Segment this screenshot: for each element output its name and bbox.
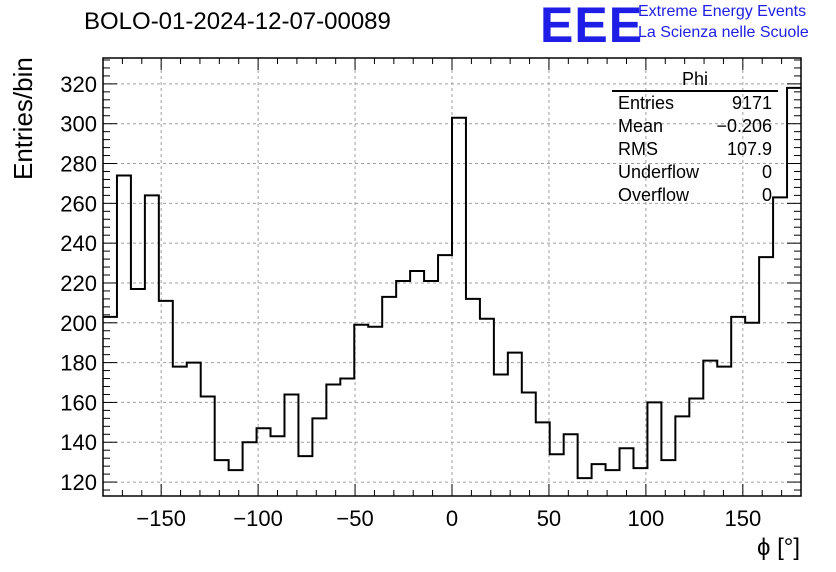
stats-value: 0 — [761, 185, 772, 205]
chart-title: BOLO-01-2024-12-07-00089 — [84, 8, 391, 35]
x-tick-label: −150 — [136, 506, 186, 531]
stats-box: Phi Entries 9171 Mean −0.206 RMS 107.9 U… — [612, 68, 778, 207]
stats-label: Mean — [618, 116, 664, 136]
histogram-line — [103, 86, 801, 480]
x-tick-label: −100 — [233, 506, 283, 531]
y-tick-label: 160 — [60, 390, 97, 415]
x-axis-label: ϕ [°] — [756, 534, 800, 561]
x-tick-label: 100 — [628, 506, 665, 531]
stats-value: −0.206 — [716, 116, 772, 136]
stats-row: Mean −0.206 — [612, 115, 778, 138]
stats-value: 9171 — [731, 93, 772, 113]
stats-label: Overflow — [618, 185, 690, 205]
stats-row: Overflow 0 — [612, 184, 778, 207]
y-tick-label: 300 — [60, 112, 97, 137]
x-tick-label: −50 — [336, 506, 373, 531]
y-tick-label: 280 — [60, 152, 97, 177]
stats-row: RMS 107.9 — [612, 138, 778, 161]
stats-row: Entries 9171 — [612, 92, 778, 115]
x-tick-label: 50 — [537, 506, 561, 531]
y-tick-label: 120 — [60, 470, 97, 495]
stats-label: Entries — [618, 93, 675, 113]
stats-value: 107.9 — [726, 139, 772, 159]
stats-title: Phi — [612, 68, 778, 92]
y-tick-label: 140 — [60, 430, 97, 455]
y-tick-label: 180 — [60, 351, 97, 376]
x-tick-label: 0 — [446, 506, 458, 531]
stats-label: Underflow — [618, 162, 700, 182]
y-axis-label: Entries/bin — [8, 57, 38, 180]
x-tick-label: 150 — [724, 506, 761, 531]
stats-value: 0 — [761, 162, 772, 182]
y-tick-label: 200 — [60, 311, 97, 336]
logo-line-2: La Scienza nelle Scuole — [638, 24, 809, 41]
y-tick-label: 320 — [60, 72, 97, 97]
eee-logo: EEE — [540, 0, 644, 53]
y-tick-label: 260 — [60, 191, 97, 216]
y-tick-label: 220 — [60, 271, 97, 296]
stats-row: Underflow 0 — [612, 161, 778, 184]
y-tick-label: 240 — [60, 231, 97, 256]
stats-label: RMS — [618, 139, 658, 159]
logo-line-1: Extreme Energy Events — [638, 3, 807, 20]
